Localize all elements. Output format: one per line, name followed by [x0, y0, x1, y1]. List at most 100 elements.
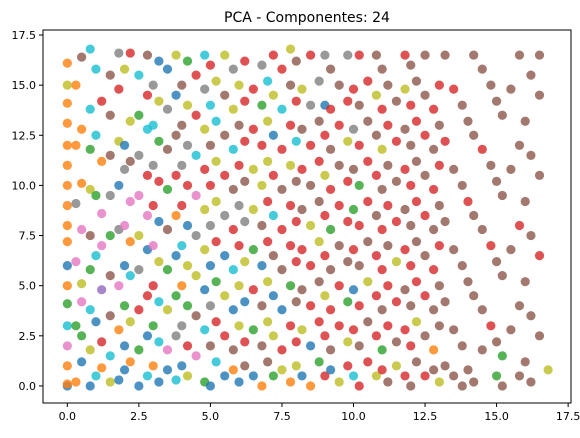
scatter-point — [248, 285, 258, 295]
scatter-point — [268, 50, 278, 60]
scatter-point — [200, 204, 210, 215]
scatter-point — [334, 240, 344, 251]
scatter-point — [211, 236, 221, 247]
scatter-point — [348, 204, 359, 215]
scatter-point — [469, 210, 479, 221]
scatter-point — [334, 120, 344, 130]
scatter-point — [205, 220, 216, 231]
scatter-point — [411, 76, 422, 86]
scatter-point — [85, 381, 95, 391]
scatter-point — [406, 301, 416, 311]
scatter-point — [377, 265, 387, 275]
scatter-point — [343, 216, 353, 227]
scatter-point — [391, 176, 402, 187]
scatter-point — [277, 184, 287, 195]
scatter-point — [211, 357, 221, 367]
scatter-point — [62, 236, 72, 247]
scatter-point — [62, 321, 72, 331]
scatter-point — [497, 110, 507, 120]
scatter-point — [434, 80, 444, 90]
scatter-point — [134, 150, 144, 160]
scatter-point — [200, 244, 210, 255]
scatter-point — [71, 198, 81, 209]
scatter-point — [354, 50, 364, 60]
scatter-point — [97, 156, 107, 166]
scatter-point — [148, 120, 158, 130]
scatter-point — [125, 236, 135, 247]
scatter-point — [91, 317, 101, 327]
scatter-point — [105, 230, 115, 241]
scatter-point — [148, 321, 158, 331]
scatter-point — [400, 204, 410, 215]
scatter-point — [228, 224, 238, 235]
scatter-point — [268, 130, 278, 140]
scatter-point — [411, 236, 422, 247]
scatter-point — [71, 377, 81, 387]
scatter-point — [182, 140, 193, 150]
scatter-point — [182, 301, 193, 311]
scatter-point — [354, 341, 364, 351]
scatter-point — [154, 257, 164, 267]
y-tick-label: 10.0 — [12, 179, 37, 192]
scatter-point — [343, 337, 353, 347]
scatter-point — [191, 351, 201, 361]
scatter-point — [85, 144, 95, 154]
plot-frame — [42, 29, 572, 404]
points-layer — [62, 44, 553, 391]
scatter-point — [200, 124, 210, 134]
scatter-point — [363, 236, 373, 247]
scatter-point — [263, 277, 273, 287]
scatter-point — [114, 325, 124, 335]
scatter-point — [277, 64, 287, 74]
scatter-point — [497, 351, 507, 361]
scatter-point — [457, 381, 467, 391]
scatter-point — [114, 375, 124, 385]
scatter-point — [134, 70, 144, 80]
scatter-point — [469, 50, 479, 60]
scatter-point — [377, 305, 387, 315]
scatter-point — [429, 345, 439, 355]
scatter-point — [514, 301, 525, 311]
scatter-point — [228, 345, 238, 355]
scatter-point — [240, 96, 250, 106]
scatter-point — [354, 220, 364, 231]
scatter-point — [257, 381, 267, 391]
scatter-point — [391, 216, 402, 227]
scatter-point — [142, 210, 153, 221]
scatter-point — [177, 120, 187, 130]
scatter-point — [125, 196, 135, 207]
scatter-point — [248, 204, 258, 215]
scatter-point — [134, 345, 144, 355]
scatter-point — [343, 257, 353, 267]
scatter-point — [119, 220, 130, 231]
scatter-point — [497, 381, 507, 391]
scatter-point — [177, 361, 187, 371]
scatter-point — [148, 200, 158, 211]
scatter-point — [142, 371, 153, 381]
scatter-point — [314, 317, 324, 327]
scatter-point — [277, 104, 287, 114]
scatter-point — [205, 301, 216, 311]
scatter-point — [257, 341, 267, 351]
scatter-point — [148, 80, 158, 90]
scatter-point — [383, 281, 393, 291]
scatter-point — [62, 299, 72, 309]
scatter-point — [77, 178, 87, 189]
scatter-point — [114, 180, 124, 191]
scatter-point — [491, 96, 502, 106]
scatter-point — [486, 240, 496, 251]
scatter-point — [228, 365, 238, 375]
scatter-point — [463, 196, 473, 207]
scatter-point — [240, 337, 250, 347]
scatter-point — [506, 84, 516, 94]
scatter-point — [429, 104, 439, 114]
scatter-point — [320, 50, 330, 60]
scatter-point — [434, 321, 444, 331]
scatter-point — [406, 261, 416, 271]
scatter-point — [134, 110, 144, 120]
scatter-point — [182, 220, 193, 231]
scatter-point — [320, 371, 330, 381]
scatter-point — [200, 325, 210, 335]
scatter-point — [343, 297, 353, 307]
